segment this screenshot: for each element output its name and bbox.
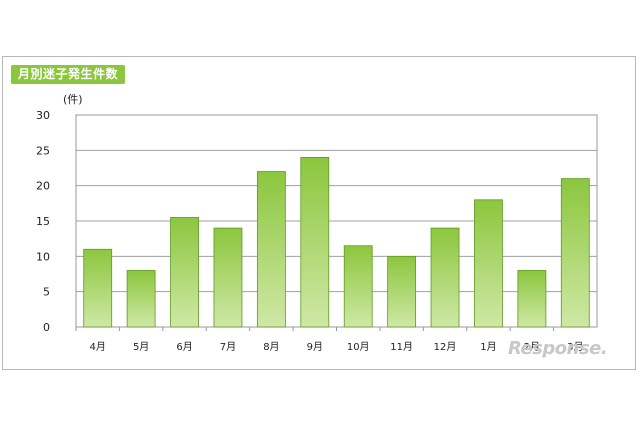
bar-6月	[170, 217, 199, 328]
y-tick-label: 0	[43, 321, 50, 334]
y-tick-label: 5	[43, 286, 50, 299]
x-tick-label: 7月	[220, 341, 236, 353]
y-tick-label: 25	[36, 144, 50, 157]
x-tick-label: 1月	[480, 341, 496, 353]
bar-4月	[83, 248, 113, 328]
x-tick-label: 9月	[307, 341, 323, 353]
y-unit-label: (件)	[63, 93, 83, 106]
y-tick-label: 10	[36, 250, 50, 263]
x-tick-label: 11月	[390, 341, 413, 353]
bar-7月	[213, 227, 243, 328]
bar-11月	[387, 255, 417, 328]
bar-1月	[474, 199, 503, 328]
bar-8月	[256, 171, 286, 328]
y-tick-label: 30	[36, 109, 50, 122]
x-tick-label: 8月	[263, 341, 279, 353]
watermark-logo: Response.	[508, 338, 608, 359]
bar-12月	[430, 227, 460, 328]
x-tick-label: 4月	[90, 341, 106, 353]
chart-title: 月別迷子発生件数	[11, 65, 126, 84]
x-tick-label: 3月	[567, 341, 583, 353]
y-tick-label: 15	[36, 215, 50, 228]
x-tick-label: 5月	[133, 341, 149, 353]
bar-3月	[560, 178, 590, 328]
x-tick-label: 10月	[347, 341, 370, 353]
bar-10月	[343, 245, 373, 328]
x-tick-label: 2月	[524, 341, 540, 353]
bar-5月	[126, 270, 156, 328]
bar-9月	[300, 156, 330, 328]
x-tick-label: 6月	[176, 341, 192, 353]
x-tick-label: 12月	[434, 341, 457, 353]
y-tick-label: 20	[36, 180, 50, 193]
bar-2月	[517, 270, 547, 328]
